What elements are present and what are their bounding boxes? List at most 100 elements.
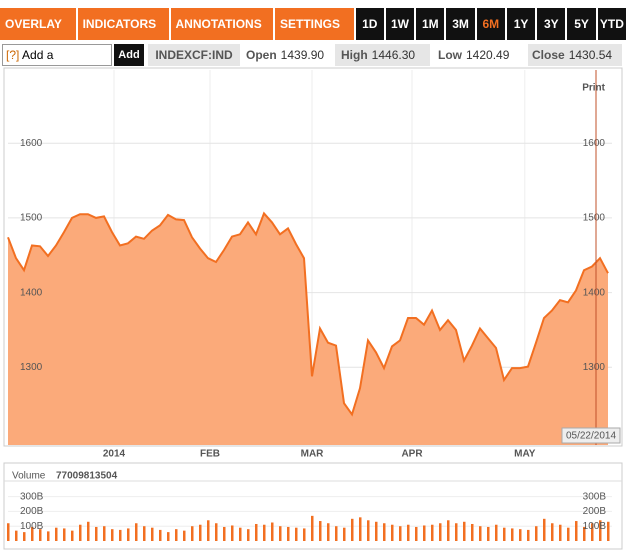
y-tick-label-right: 100B xyxy=(583,521,607,532)
y-tick-label: 100B xyxy=(20,521,44,532)
high-label: High xyxy=(341,48,368,62)
volume-bar xyxy=(543,518,546,541)
volume-bar xyxy=(399,526,402,541)
volume-bar xyxy=(279,526,282,541)
range-button[interactable]: 5Y xyxy=(567,8,596,40)
volume-bar xyxy=(31,526,34,541)
volume-bar xyxy=(191,526,194,541)
add-button[interactable]: Add xyxy=(114,44,144,66)
volume-bar xyxy=(215,523,218,541)
volume-bar xyxy=(223,526,226,541)
volume-bar xyxy=(407,524,410,541)
volume-bar xyxy=(383,523,386,541)
y-tick-label-right: 1300 xyxy=(583,362,606,373)
volume-bar xyxy=(375,521,378,541)
range-button[interactable]: 6M xyxy=(476,8,505,40)
date-box xyxy=(561,427,621,444)
volume-bar xyxy=(583,526,586,541)
range-button[interactable]: 3Y xyxy=(537,8,566,40)
low-label: Low xyxy=(438,48,462,62)
volume-bar xyxy=(447,520,450,541)
volume-bar xyxy=(559,524,562,541)
volume-bar xyxy=(127,528,130,541)
volume-bar xyxy=(39,529,42,541)
open: Open 1439.90 xyxy=(246,44,324,66)
volume-bar xyxy=(295,527,298,541)
volume-bar xyxy=(199,524,202,541)
print-link[interactable]: Print xyxy=(582,83,605,94)
volume-bar xyxy=(495,524,498,541)
y-tick-label: 200B xyxy=(20,506,44,517)
volume-bar xyxy=(175,529,178,541)
volume-bar xyxy=(311,515,314,541)
volume-bar xyxy=(439,523,442,541)
volume-bar xyxy=(519,529,522,541)
volume-bar xyxy=(63,528,66,541)
volume-bar xyxy=(159,529,162,541)
volume-bar xyxy=(551,523,554,541)
menu-button[interactable]: ANNOTATIONS ▼ xyxy=(170,8,274,63)
volume-bar xyxy=(7,523,10,541)
volume-bar xyxy=(119,529,122,541)
x-tick-label: FEB xyxy=(200,449,220,460)
close: Close 1430.54 xyxy=(528,44,622,66)
volume-bar xyxy=(503,527,506,541)
volume-bar xyxy=(79,524,82,541)
range-button[interactable]: 1M xyxy=(416,8,445,40)
y-tick-label: 1300 xyxy=(20,362,43,373)
volume-bar xyxy=(87,521,90,541)
volume-bar xyxy=(423,525,426,541)
volume-bar xyxy=(135,523,138,541)
menu-button[interactable]: SETTINGS ▼ xyxy=(275,8,354,63)
quote-bar: [?] Add a Comparison Add INDEXCF:IND Ope… xyxy=(0,44,626,82)
volume-bar xyxy=(415,526,418,541)
close-value: 1430.54 xyxy=(568,48,613,62)
volume-bar xyxy=(287,526,290,541)
volume-bar xyxy=(55,527,58,541)
price-line xyxy=(7,211,609,417)
volume-bar xyxy=(103,526,106,541)
volume-bar xyxy=(47,531,50,541)
volume-bar xyxy=(271,522,274,541)
volume-bar xyxy=(359,517,362,541)
open-value: 1439.90 xyxy=(280,48,325,62)
volume-bar xyxy=(455,523,458,541)
range-button[interactable]: 1W xyxy=(385,8,415,40)
volume-bar xyxy=(535,526,538,541)
open-label: Open xyxy=(246,48,277,62)
toolbar: OVERLAY ▼INDICATORS ▼ANNOTATIONS ▼SETTIN… xyxy=(0,8,626,63)
volume-bar xyxy=(327,523,330,541)
volume-bar xyxy=(95,526,98,541)
volume-bar xyxy=(351,518,354,541)
volume-bar xyxy=(367,520,370,541)
range-button[interactable]: 1Y xyxy=(506,8,536,40)
volume-bar xyxy=(255,523,258,541)
y-tick-label-right: 1600 xyxy=(583,138,606,149)
x-tick-label: MAR xyxy=(301,449,325,460)
range-button[interactable]: 1D xyxy=(355,8,384,40)
volume-bar xyxy=(71,530,74,541)
volume-bar xyxy=(335,526,338,541)
x-tick-label: MAY xyxy=(514,449,536,460)
volume-total: 77009813504 xyxy=(56,471,118,482)
menu-button[interactable]: OVERLAY ▼ xyxy=(0,8,76,63)
low-value: 1420.49 xyxy=(466,48,510,62)
volume-bar xyxy=(207,520,210,541)
date-label: 05/22/2014 xyxy=(566,431,616,442)
volume-bar xyxy=(343,527,346,541)
volume-bar xyxy=(431,524,434,541)
x-tick-label: 2014 xyxy=(103,449,126,460)
volume-bar xyxy=(599,520,602,541)
range-button[interactable]: 3M xyxy=(446,8,475,40)
symbol: INDEXCF:IND xyxy=(148,44,240,66)
volume-bar xyxy=(591,523,594,541)
volume-bar xyxy=(167,532,170,541)
volume-bar xyxy=(183,530,186,541)
range-button[interactable]: YTD xyxy=(597,8,626,40)
help[interactable]: [?] xyxy=(6,48,20,62)
volume-bar xyxy=(231,525,234,541)
volume-bar xyxy=(23,532,26,541)
x-tick-label: APR xyxy=(401,449,423,460)
